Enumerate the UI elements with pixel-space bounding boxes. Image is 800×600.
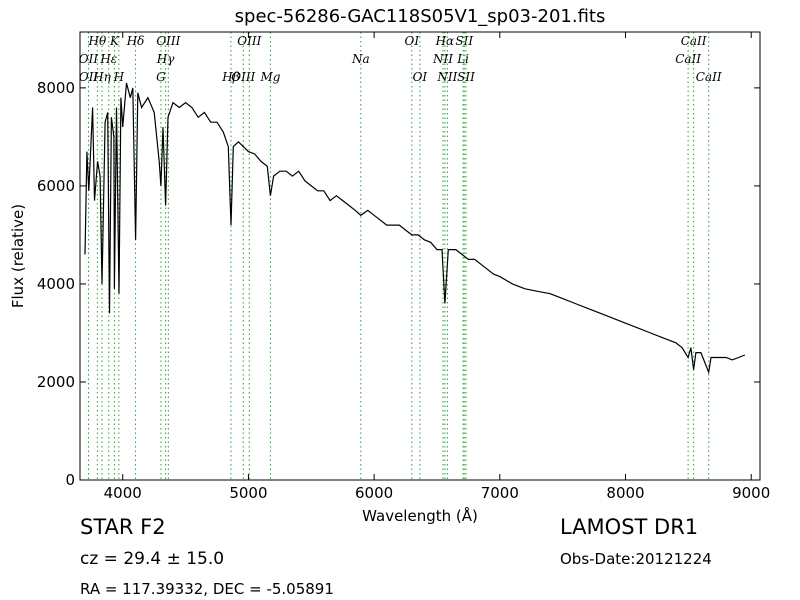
plot-frame bbox=[79, 31, 761, 481]
y-tick-label: 4000 bbox=[37, 275, 75, 293]
reference-label: OIII bbox=[231, 70, 255, 84]
reference-label: NII bbox=[432, 52, 453, 66]
reference-label: CaII bbox=[681, 34, 707, 48]
reference-label: Hγ bbox=[156, 52, 175, 66]
reference-label: NII bbox=[436, 70, 457, 84]
reference-label: Na bbox=[351, 52, 370, 66]
x-tick-label: 4000 bbox=[104, 484, 142, 502]
x-tick-label: 5000 bbox=[229, 484, 267, 502]
chart-title: spec-56286-GAC118S05V1_sp03-201.fits bbox=[235, 6, 606, 27]
reference-label: Hβ bbox=[221, 70, 239, 84]
reference-label: Hε bbox=[99, 52, 117, 66]
y-tick-label: 2000 bbox=[37, 373, 75, 391]
reference-label: Hδ bbox=[126, 34, 145, 48]
reference-label: OI bbox=[405, 34, 420, 48]
reference-label: Hθ bbox=[87, 34, 106, 48]
reference-label: Hη bbox=[92, 70, 111, 84]
reference-label: Hα bbox=[435, 34, 455, 48]
x-tick-label: 6000 bbox=[355, 484, 393, 502]
spectrum-line bbox=[84, 82, 746, 375]
x-tick-label: 7000 bbox=[481, 484, 519, 502]
object-class: STAR F2 bbox=[80, 515, 166, 539]
survey: LAMOST DR1 bbox=[560, 515, 698, 539]
x-tick-label: 9000 bbox=[732, 484, 770, 502]
reference-label: CaII bbox=[696, 70, 722, 84]
reference-label: SII bbox=[457, 70, 475, 84]
y-tick-label: 0 bbox=[65, 471, 75, 489]
y-axis-label: Flux (relative) bbox=[9, 204, 27, 308]
x-axis-label: Wavelength (Å) bbox=[362, 506, 478, 525]
obs-date: Obs-Date:20121224 bbox=[560, 550, 712, 568]
reference-label: H bbox=[113, 70, 125, 84]
redshift: cz = 29.4 ± 15.0 bbox=[80, 549, 224, 569]
y-tick-label: 6000 bbox=[37, 177, 75, 195]
reference-label: SII bbox=[455, 34, 473, 48]
coordinates: RA = 117.39332, DEC = -5.05891 bbox=[80, 580, 334, 598]
reference-label: OI bbox=[413, 70, 428, 84]
y-tick-label: 8000 bbox=[37, 79, 75, 97]
reference-label: OIII bbox=[237, 34, 261, 48]
reference-label: G bbox=[156, 70, 166, 84]
reference-label: CaII bbox=[675, 52, 701, 66]
reference-label: OIII bbox=[156, 34, 180, 48]
reference-label: K bbox=[109, 34, 120, 48]
reference-label: Mg bbox=[259, 70, 280, 84]
reference-label: Li bbox=[456, 52, 469, 66]
x-tick-label: 8000 bbox=[606, 484, 644, 502]
reference-label: OII bbox=[79, 70, 99, 84]
